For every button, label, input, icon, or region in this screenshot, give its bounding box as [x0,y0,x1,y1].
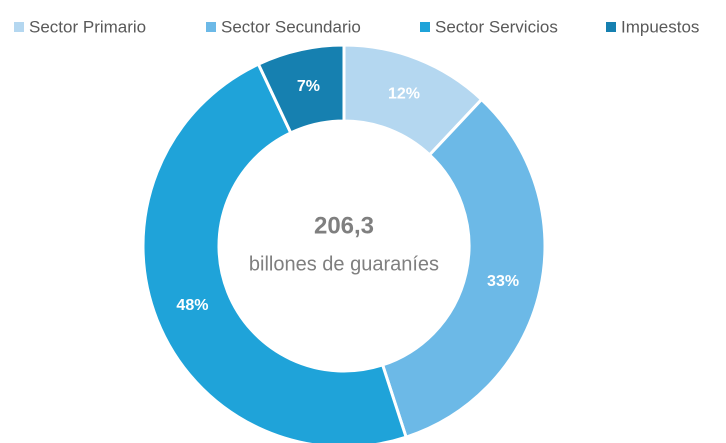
center-value: 206,3 [314,212,374,239]
legend-swatch [420,22,430,32]
legend-swatch [606,22,616,32]
center-label: billones de guaraníes [249,253,439,275]
donut-slice [256,43,346,135]
donut-slice [141,62,409,443]
legend-swatch [206,22,216,32]
legend-swatch [14,22,24,32]
data-label: 12% [388,86,420,103]
data-label: 33% [487,273,519,290]
donut-slice [380,97,547,440]
data-label: 48% [176,297,208,314]
legend-text: Sector Primario [29,17,146,36]
data-label: 7% [297,78,320,95]
legend-text: Impuestos [621,17,699,36]
legend-text: Sector Servicios [435,17,558,36]
legend-text: Sector Secundario [221,17,361,36]
